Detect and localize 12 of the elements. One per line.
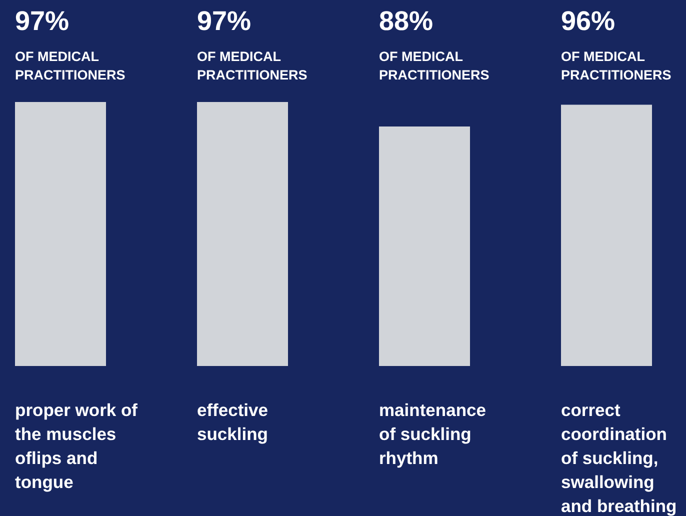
text: OF MEDICAL PRACTITIONERS (379, 49, 490, 82)
x-tick-label: effective suckling (197, 400, 268, 444)
text: OF MEDICAL PRACTITIONERS (561, 49, 672, 82)
text: OF MEDICAL PRACTITIONERS (197, 49, 308, 82)
text: OF MEDICAL PRACTITIONERS (15, 49, 126, 82)
x-tick-label: proper work of the muscles oflips and tongue (15, 400, 138, 492)
data-label: 97% (15, 6, 70, 36)
x-tick-label: correct coordination of suckling, swallowing and breathing (561, 400, 677, 516)
data-label: 88% (379, 6, 434, 36)
data-label: 96% (561, 6, 616, 36)
x-tick-label: maintenance of suckling rhythm (379, 400, 486, 468)
data-label: 97% (197, 6, 252, 36)
